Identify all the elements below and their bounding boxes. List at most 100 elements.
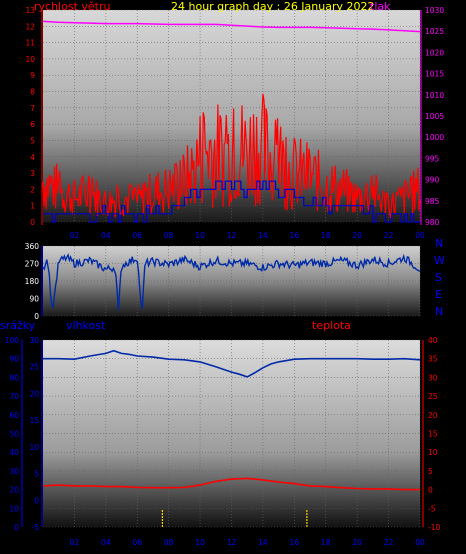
temperature-y-tick-label: 30	[428, 373, 438, 382]
rain-y-tick-label: 30	[9, 467, 19, 476]
top-x-tick-label: 14	[258, 231, 268, 240]
wind-y-tick-label: 11	[25, 39, 35, 48]
temperature-y-tick-label: 25	[428, 392, 438, 401]
rain-y-tick-label: 20	[9, 486, 19, 495]
temperature-y-tick-label: 10	[428, 448, 438, 457]
direction-y-tick-label: 180	[25, 277, 40, 286]
rain-y-tick-label: 50	[9, 430, 19, 439]
pressure-y-tick-label: 1020	[425, 48, 444, 57]
bottom-x-tick-label: 10	[195, 538, 205, 547]
top-x-tick-label: 04	[101, 231, 111, 240]
marks-layer	[42, 20, 421, 527]
temperature-y-tick-label: 0	[428, 486, 433, 495]
wind-y-tick-label: 4	[30, 153, 35, 162]
top-x-tick-label: 06	[132, 231, 142, 240]
pressure-axis-title: tlak	[370, 0, 391, 13]
humidity-series-line	[43, 349, 421, 378]
humidity-y-tick-label: 5	[34, 470, 39, 479]
pressure-y-tick-label: 1010	[425, 91, 444, 100]
wind-y-tick-label: 10	[25, 55, 35, 64]
top-x-tick-label: 22	[384, 231, 394, 240]
temperature-axis-title: teplota	[312, 319, 351, 332]
direction-panel-plot-area	[43, 246, 420, 316]
humidity-y-tick-label: 25	[29, 363, 39, 372]
pressure-y-tick-label: 990	[425, 176, 440, 185]
bottom-x-tick-label: 12	[227, 538, 237, 547]
wind-y-tick-label: 6	[30, 120, 35, 129]
pressure-series-line	[42, 20, 421, 33]
wind-mean-series-line	[43, 180, 420, 223]
bottom-x-tick-label: 04	[101, 538, 111, 547]
compass-label-n-bottom: N	[435, 305, 443, 318]
top-x-tick-label: 16	[290, 231, 300, 240]
temperature-y-tick-label: 20	[428, 411, 438, 420]
bottom-x-tick-label: 18	[321, 538, 331, 547]
wind-y-tick-label: 12	[25, 22, 35, 31]
rain-y-tick-label: 80	[9, 373, 19, 382]
temperature-y-tick-label: 15	[428, 430, 438, 439]
bottom-x-tick-label: 20	[352, 538, 362, 547]
bottom-x-tick-label: 16	[290, 538, 300, 547]
bottom-x-tick-label: 00	[415, 538, 425, 547]
rain-y-tick-label: 60	[9, 411, 19, 420]
rain-y-tick-label: 70	[9, 392, 19, 401]
temperature-y-tick-label: -5	[428, 504, 436, 513]
direction-y-tick-label: 0	[34, 312, 39, 321]
wind-speed-series-line	[42, 93, 421, 218]
top-x-tick-label: 20	[352, 231, 362, 240]
wind-y-tick-label: 9	[30, 71, 35, 80]
compass-label-w: W	[434, 254, 445, 267]
humidity-y-tick-label: 10	[29, 443, 39, 452]
top-x-tick-label: 18	[321, 231, 331, 240]
temperature-y-tick-label: 35	[428, 355, 438, 364]
bottom-x-tick-label: 06	[132, 538, 142, 547]
top-x-tick-label: 08	[164, 231, 174, 240]
rain-axis-title: srážky	[0, 319, 36, 332]
wind-y-tick-label: 3	[30, 169, 35, 178]
wind-direction-series-line	[42, 253, 421, 311]
rain-y-tick-label: 100	[5, 336, 20, 345]
compass-label-n-top: N	[435, 237, 443, 250]
wind-speed-axis-title: rychlost větru	[34, 0, 110, 13]
pressure-y-tick-label: 985	[425, 197, 440, 206]
chart-title: 24 hour graph day : 26 January 2022	[171, 0, 375, 13]
wind-y-tick-label: 13	[25, 6, 35, 15]
pressure-y-tick-label: 1030	[425, 6, 444, 15]
humidity-axis-title: vlhkost	[66, 319, 106, 332]
humidity-y-tick-label: 30	[29, 336, 39, 345]
top-x-tick-label: 00	[415, 231, 425, 240]
pressure-y-tick-label: 995	[425, 154, 440, 163]
humidity-y-tick-label: -5	[32, 523, 40, 532]
direction-y-tick-label: 360	[25, 242, 40, 251]
pressure-y-tick-label: 1025	[425, 27, 444, 36]
temperature-y-tick-label: 5	[428, 467, 433, 476]
rain-y-tick-label: 90	[9, 355, 19, 364]
pressure-y-tick-label: 1005	[425, 112, 444, 121]
wind-y-tick-label: 5	[30, 136, 35, 145]
temperature-series-line	[42, 477, 420, 491]
bottom-x-tick-label: 02	[70, 538, 80, 547]
top-x-tick-label: 10	[195, 231, 205, 240]
grid-layer	[43, 9, 421, 528]
temperature-y-tick-label: 40	[428, 336, 438, 345]
axis-layer: 02 04 06 08 10 12 14 16 18 20 22 000123456789101112…	[5, 6, 445, 547]
wind-y-tick-label: 2	[30, 185, 35, 194]
direction-y-tick-label: 270	[25, 260, 40, 269]
wind-y-tick-label: 8	[30, 88, 35, 97]
wind-y-tick-label: 7	[30, 104, 35, 113]
temperature-y-tick-label: -10	[428, 523, 440, 532]
humidity-y-tick-label: 15	[29, 416, 39, 425]
pressure-y-tick-label: 980	[425, 218, 440, 227]
compass-label-e: E	[435, 288, 442, 301]
wind-y-tick-label: 0	[30, 218, 35, 227]
bottom-x-tick-label: 08	[164, 538, 174, 547]
pressure-y-tick-label: 1015	[425, 70, 444, 79]
top-x-tick-label: 12	[227, 231, 237, 240]
rain-y-tick-label: 10	[9, 504, 19, 513]
direction-y-tick-label: 90	[29, 295, 39, 304]
humidity-y-tick-label: 0	[34, 496, 39, 505]
bottom-x-tick-label: 14	[258, 538, 268, 547]
wind-y-tick-label: 1	[30, 202, 35, 211]
rain-y-tick-label: 40	[9, 448, 19, 457]
